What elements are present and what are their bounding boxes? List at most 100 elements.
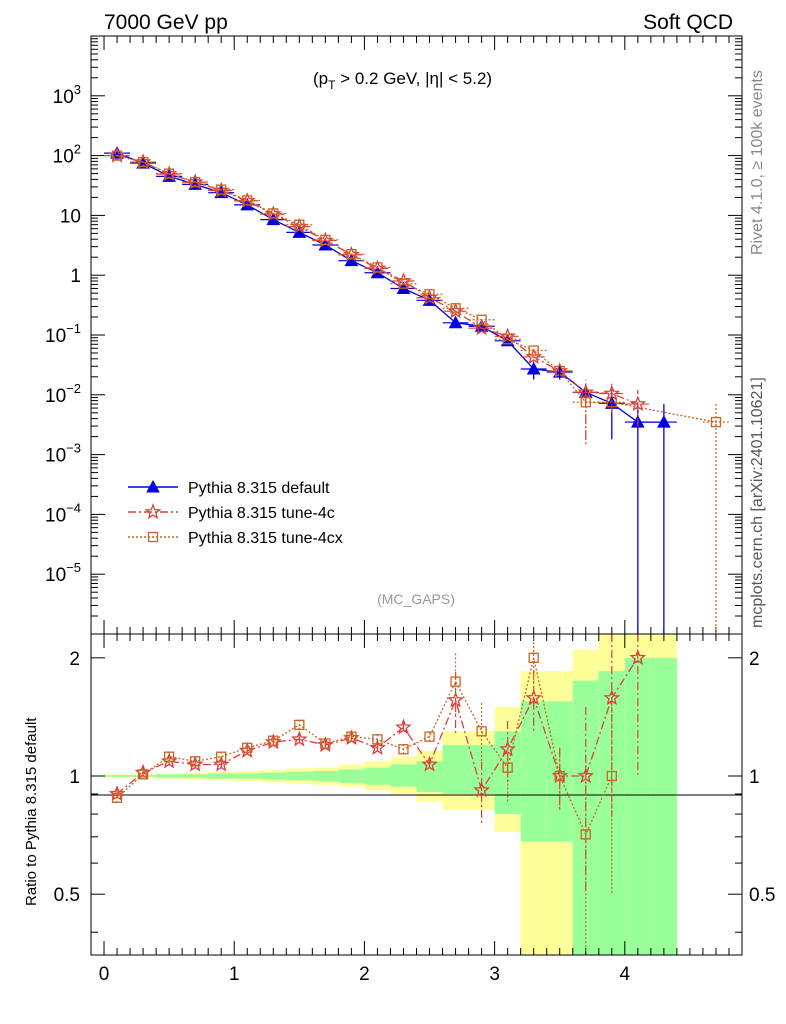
ratio-axis-ticks bbox=[90, 634, 743, 955]
ratio-series-group bbox=[108, 634, 647, 953]
x-tick-label: 3 bbox=[489, 964, 500, 985]
header-collision-label: 7000 GeV pp bbox=[104, 11, 228, 34]
data-point-tune4cx bbox=[294, 219, 305, 230]
data-point-tune4c bbox=[473, 319, 491, 336]
ratio-point-tune4cx bbox=[502, 762, 513, 773]
y-tick-label: 10−1 bbox=[45, 321, 81, 347]
x-tick-label: 2 bbox=[359, 964, 370, 985]
band-green bbox=[312, 770, 339, 782]
cut-label: (pT > 0.2 GeV, |η| < 5.2) bbox=[313, 69, 492, 92]
legend-marker-tune4c bbox=[144, 503, 162, 520]
band-green bbox=[286, 771, 313, 781]
main-axis-ticks bbox=[90, 36, 743, 635]
ratio-point-tune4cx bbox=[137, 769, 149, 780]
ratio-point-tune4cx bbox=[268, 735, 279, 746]
ratio-y-label-right: 0.5 bbox=[749, 885, 775, 906]
ratio-point-tune4c bbox=[473, 781, 490, 798]
ratio-point-tune4cx bbox=[554, 770, 565, 782]
band-green bbox=[182, 774, 209, 778]
ratio-point-tune4cx bbox=[580, 829, 591, 840]
legend-entry-default: Pythia 8.315 default bbox=[128, 479, 330, 497]
series-default bbox=[104, 146, 677, 428]
ratio-point-tune4cx bbox=[424, 731, 435, 742]
legend: Pythia 8.315 default Pythia 8.315 tune-4… bbox=[128, 479, 343, 547]
legend-marker-tune4cx bbox=[147, 531, 159, 543]
legend-entry-tune4c: Pythia 8.315 tune-4c bbox=[128, 503, 335, 522]
x-tick-label: 4 bbox=[620, 964, 631, 985]
data-point-tune4cx bbox=[137, 156, 149, 168]
series-tune4cx bbox=[104, 150, 729, 428]
ratio-y-label-left: 0.5 bbox=[54, 885, 80, 906]
ratio-frame bbox=[90, 633, 743, 956]
ratio-point-tune4c bbox=[395, 718, 412, 735]
band-green bbox=[338, 769, 365, 783]
ratio-point-tune4cx bbox=[320, 738, 331, 749]
ratio-point-tune4c bbox=[369, 738, 386, 755]
ratio-point-tune4c bbox=[291, 730, 308, 747]
ratio-point-tune4cx bbox=[450, 676, 461, 687]
legend-label-default: Pythia 8.315 default bbox=[188, 480, 330, 497]
band-green bbox=[650, 657, 677, 955]
ratio-point-tune4c bbox=[421, 755, 438, 772]
main-series-group bbox=[104, 146, 729, 634]
y-tick-label: 10 bbox=[60, 206, 81, 227]
header-category-label: Soft QCD bbox=[643, 11, 733, 34]
ratio-point-tune4cx bbox=[294, 719, 305, 730]
data-point-tune4cx bbox=[346, 248, 357, 260]
ratio-point-tune4cx bbox=[216, 751, 227, 762]
y-tick-label: 10−5 bbox=[45, 560, 81, 586]
series-tune4c bbox=[104, 146, 651, 412]
ratio-series-tune4cx bbox=[111, 634, 617, 953]
analysis-tag: (MC_GAPS) bbox=[377, 591, 455, 607]
band-green bbox=[156, 774, 183, 778]
data-point-tune4cx bbox=[476, 314, 487, 325]
ratio-point-tune4cx bbox=[528, 652, 539, 663]
ratio-point-tune4cx bbox=[346, 731, 357, 742]
data-point-tune4cx bbox=[372, 262, 383, 273]
band-green bbox=[208, 773, 235, 779]
data-point-tune4cx bbox=[398, 278, 409, 289]
y-tick-label: 10−3 bbox=[45, 441, 81, 467]
x-tick-label: 1 bbox=[229, 964, 240, 985]
band-green bbox=[104, 775, 131, 777]
data-point-tune4cx bbox=[424, 289, 435, 300]
y-tick-label: 1 bbox=[70, 266, 81, 287]
ratio-point-tune4cx bbox=[111, 792, 123, 803]
ratio-point-tune4cx bbox=[372, 734, 383, 745]
band-green bbox=[624, 657, 651, 955]
x-tick-label: 0 bbox=[99, 964, 110, 985]
data-point-tune4cx bbox=[190, 176, 201, 188]
ratio-point-tune4c bbox=[629, 648, 647, 665]
data-point-tune4cx bbox=[163, 168, 175, 179]
band-green bbox=[234, 773, 261, 779]
data-point-tune4cx bbox=[502, 334, 513, 345]
ratio-panel: 0.5 0.5 1 1 2 2 0 1 2 3 4 bbox=[54, 633, 776, 985]
y-tick-label: 103 bbox=[53, 82, 81, 108]
y-tick-label: 10−2 bbox=[45, 381, 81, 407]
ratio-tick-labels: 0.5 0.5 1 1 2 2 0 1 2 3 4 bbox=[54, 649, 776, 985]
rivet-version-label: Rivet 4.1.0, ≥ 100k events bbox=[749, 70, 766, 255]
ratio-point-tune4cx bbox=[606, 770, 617, 782]
ratio-y-label-right: 2 bbox=[749, 649, 760, 670]
ratio-point-tune4cx bbox=[163, 751, 175, 762]
band-green bbox=[260, 772, 287, 780]
legend-label-tune4c: Pythia 8.315 tune-4c bbox=[188, 505, 335, 522]
data-point-tune4cx bbox=[450, 303, 461, 314]
ratio-y-label-left: 1 bbox=[69, 767, 80, 788]
legend-marker-default bbox=[146, 479, 160, 493]
data-point-tune4cx bbox=[528, 345, 539, 356]
ratio-point-tune4cx bbox=[398, 744, 409, 755]
legend-label-tune4cx: Pythia 8.315 tune-4cx bbox=[188, 530, 343, 547]
y-tick-label: 102 bbox=[53, 142, 81, 168]
mcplots-label: mcplots.cern.ch [arXiv:2401.10621] bbox=[749, 377, 766, 628]
band-green bbox=[390, 764, 417, 787]
band-green bbox=[442, 744, 469, 794]
data-point-tune4cx bbox=[111, 150, 123, 161]
data-point-tune4cx bbox=[268, 208, 279, 219]
ratio-axis-label: Ratio to Pythia 8.315 default bbox=[23, 717, 40, 906]
data-point-tune4cx bbox=[242, 195, 253, 206]
data-point-default bbox=[448, 315, 463, 329]
ratio-point-tune4cx bbox=[476, 726, 487, 737]
